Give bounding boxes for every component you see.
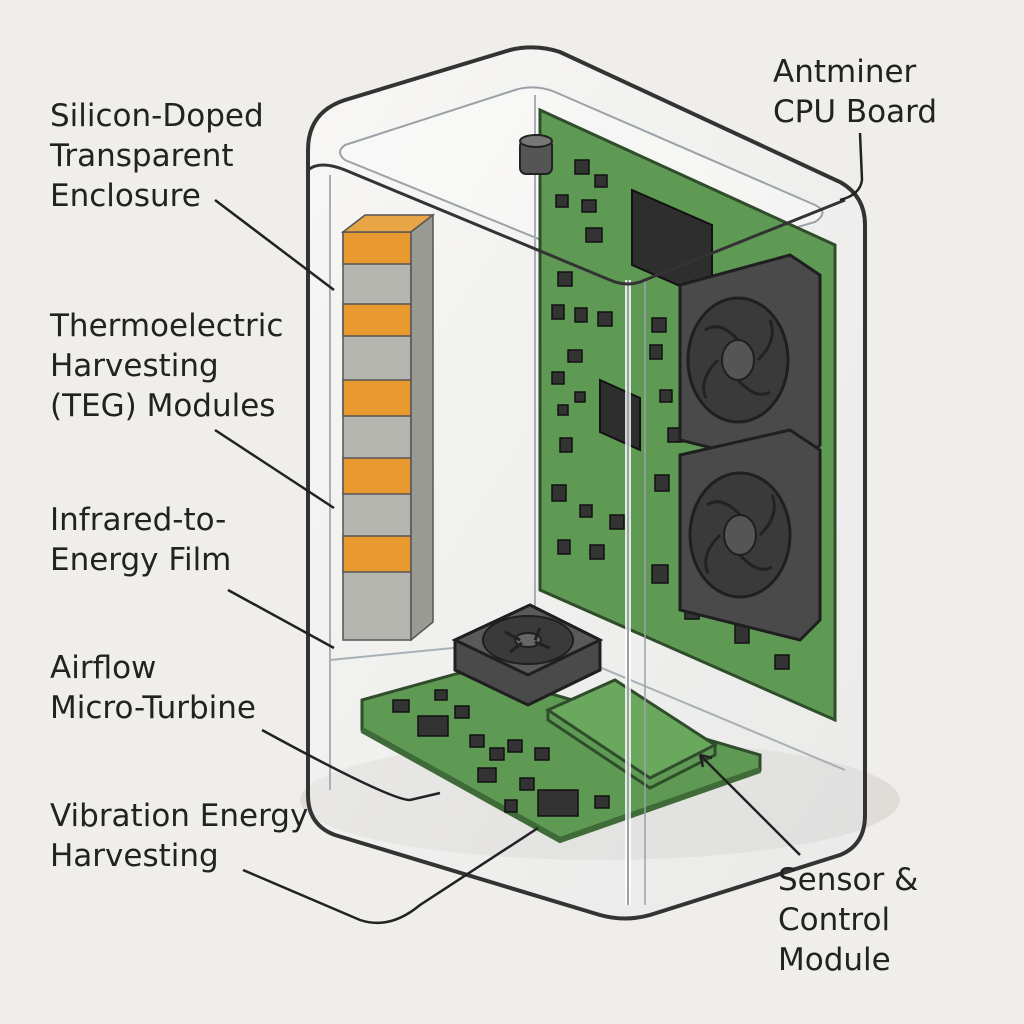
- label-turbine-line1: Airflow: [50, 650, 157, 686]
- label-vibration-line1: Vibration Energy: [50, 798, 309, 834]
- label-cpu-board: Antminer CPU Board: [773, 52, 937, 132]
- cpu-board: [519, 107, 837, 723]
- label-enclosure-line3: Enclosure: [50, 178, 201, 214]
- teg-module-stack: [340, 213, 436, 642]
- board-fan-lower: [678, 428, 822, 642]
- label-teg: Thermoelectric Harvesting (TEG) Modules: [50, 306, 283, 426]
- pcb-components: [392, 689, 610, 817]
- label-enclosure-line1: Silicon-Doped: [50, 98, 264, 134]
- micro-turbine: [451, 603, 604, 707]
- bottom-pcb: [360, 603, 762, 844]
- leader-enclosure: [214, 199, 335, 291]
- label-ir-film-line2: Energy Film: [50, 542, 232, 578]
- leader-ir-film: [227, 588, 335, 650]
- label-teg-line1: Thermoelectric: [50, 308, 284, 344]
- label-sensor-line1: Sensor &: [778, 862, 919, 898]
- label-sensor-line2: Control: [778, 902, 891, 938]
- leader-turbine: [261, 728, 441, 802]
- label-sensor: Sensor & Control Module: [778, 860, 918, 980]
- label-cpu-board-line1: Antminer: [773, 54, 917, 90]
- board-fan-upper: [678, 253, 822, 472]
- label-teg-line3: (TEG) Modules: [50, 388, 276, 424]
- label-ir-film-line1: Infrared-to-: [50, 502, 227, 538]
- board-components: [551, 159, 790, 670]
- label-turbine-line2: Micro-Turbine: [50, 690, 256, 726]
- label-sensor-line3: Module: [778, 942, 891, 978]
- leader-teg: [214, 428, 335, 510]
- leader-cpu-board: [839, 132, 864, 202]
- leader-sensor: [699, 754, 801, 856]
- label-cpu-board-line2: CPU Board: [773, 94, 937, 130]
- label-vibration: Vibration Energy Harvesting: [50, 796, 308, 876]
- label-ir-film: Infrared-to- Energy Film: [50, 500, 231, 580]
- enclosure-front-edges: [307, 163, 846, 905]
- leader-lines: [214, 132, 864, 925]
- leader-sensor-arrow: [698, 753, 713, 768]
- label-enclosure: Silicon-Doped Transparent Enclosure: [50, 96, 264, 216]
- leader-vibration: [242, 826, 539, 925]
- label-teg-line2: Harvesting: [50, 348, 219, 384]
- label-vibration-line2: Harvesting: [50, 838, 219, 874]
- label-enclosure-line2: Transparent: [50, 138, 234, 174]
- label-turbine: Airflow Micro-Turbine: [50, 648, 256, 728]
